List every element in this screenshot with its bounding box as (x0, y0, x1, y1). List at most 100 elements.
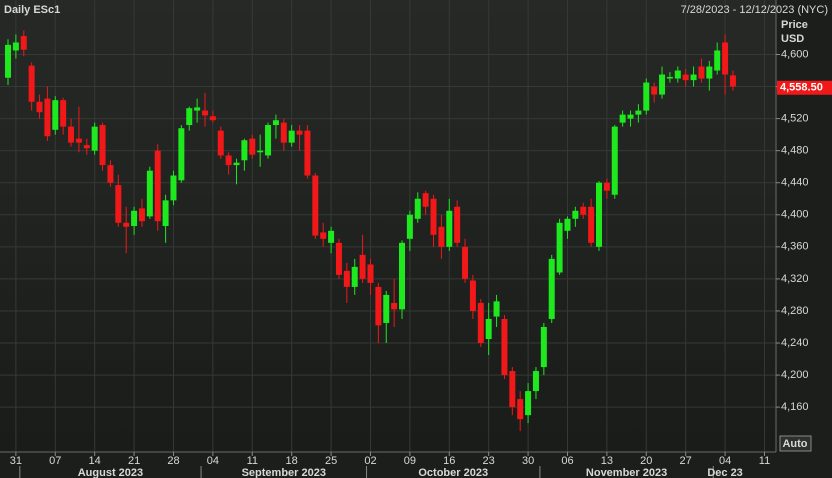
candle-body (627, 114, 634, 119)
candle-body (186, 108, 193, 126)
candle-body (328, 230, 335, 243)
auto-button-label[interactable]: Auto (782, 438, 807, 450)
candle-body (469, 280, 476, 311)
candle-body (359, 254, 366, 279)
x-tick-label: 23 (483, 455, 495, 467)
x-tick-label: 14 (89, 455, 101, 467)
candle-body (312, 175, 319, 236)
month-label: September 2023 (242, 467, 326, 478)
x-tick-label: 02 (364, 455, 376, 467)
candle-body (75, 138, 82, 143)
x-tick-label: 21 (128, 455, 140, 467)
candle-body (36, 101, 43, 113)
candle-body (343, 270, 350, 287)
candle-body (272, 120, 279, 126)
auto-button[interactable] (779, 435, 812, 452)
candle-body (178, 128, 185, 181)
y-tick-label: 4,320 (781, 273, 809, 285)
x-tick-label: 25 (325, 455, 337, 467)
candle-body (68, 126, 75, 143)
candle-body (20, 36, 27, 50)
x-tick-label: 20 (640, 455, 652, 467)
candle-body (296, 130, 303, 135)
plot-area (0, 0, 776, 452)
candle-body (493, 301, 500, 317)
candle-body (635, 110, 642, 115)
candle-body (603, 182, 610, 191)
candle-body (698, 66, 705, 79)
candle-body (690, 74, 697, 81)
candle-body (666, 76, 673, 79)
y-tick-label: 4,240 (781, 337, 809, 349)
candle-body (265, 125, 272, 156)
y-tick-label: 4,400 (781, 209, 809, 221)
month-label: November 2023 (586, 467, 667, 478)
candle-body (399, 242, 405, 310)
candle-body (548, 258, 555, 319)
date-range: 7/28/2023 - 12/12/2023 (NYC) (681, 4, 828, 16)
candle-body (209, 116, 216, 121)
x-tick-label: 30 (522, 455, 534, 467)
candle-body (674, 70, 681, 79)
candle-body (391, 302, 398, 310)
month-label: October 2023 (418, 467, 488, 478)
candle-body (28, 65, 35, 102)
candle-body (714, 50, 721, 71)
candle-body (501, 318, 508, 376)
candle-body (564, 218, 571, 231)
candle-body (438, 226, 445, 247)
candle-body (351, 266, 358, 287)
candle-body (202, 110, 208, 116)
candle-body (83, 145, 90, 149)
candle-body (477, 302, 484, 344)
candle-body (525, 391, 532, 416)
y-tick-label: 4,440 (781, 177, 809, 189)
candle-body (249, 138, 256, 155)
x-tick-label: 04 (719, 455, 731, 467)
x-tick-label: 28 (167, 455, 179, 467)
candle-body (682, 74, 689, 81)
candle-body (91, 126, 98, 151)
candle-body (194, 107, 201, 111)
x-axis-panel (0, 452, 776, 478)
candle-body (572, 210, 579, 219)
candle-body (107, 165, 114, 183)
x-tick-label: 06 (561, 455, 573, 467)
candle-body (414, 198, 421, 219)
y-tick-label: 4,520 (781, 113, 809, 125)
candle-body (596, 182, 602, 247)
month-label: August 2023 (78, 467, 143, 478)
y-tick-label: 4,600 (781, 48, 809, 60)
y-tick-label: 4,280 (781, 305, 809, 317)
candle-body (99, 125, 106, 166)
y-axis-label: Price (781, 19, 808, 31)
candle-body (383, 294, 390, 323)
y-axis-unit: USD (781, 33, 804, 45)
y-tick-label: 4,480 (781, 145, 809, 157)
candle-body (138, 208, 145, 222)
candle-body (257, 150, 264, 153)
candle-body (446, 210, 453, 247)
x-tick-label: 27 (680, 455, 692, 467)
candle-body (619, 114, 626, 123)
x-tick-label: 04 (207, 455, 219, 467)
x-tick-label: 09 (404, 455, 416, 467)
candle-body (540, 326, 547, 368)
y-tick-label: 4,360 (781, 241, 809, 253)
candle-body (241, 140, 248, 161)
candle-body (304, 130, 311, 176)
candle-body (375, 286, 382, 326)
candle-body (162, 200, 169, 226)
candle-body (430, 198, 437, 235)
chart-title: Daily ESc1 (4, 4, 60, 16)
candle-body (280, 122, 287, 143)
candle-body (123, 222, 130, 227)
candle-body (60, 100, 67, 127)
candle-body (146, 170, 153, 217)
candle-body (611, 126, 618, 195)
candle-body (454, 206, 461, 243)
candle-body (12, 42, 19, 51)
x-tick-label: 18 (286, 455, 298, 467)
candle-body (406, 214, 413, 239)
